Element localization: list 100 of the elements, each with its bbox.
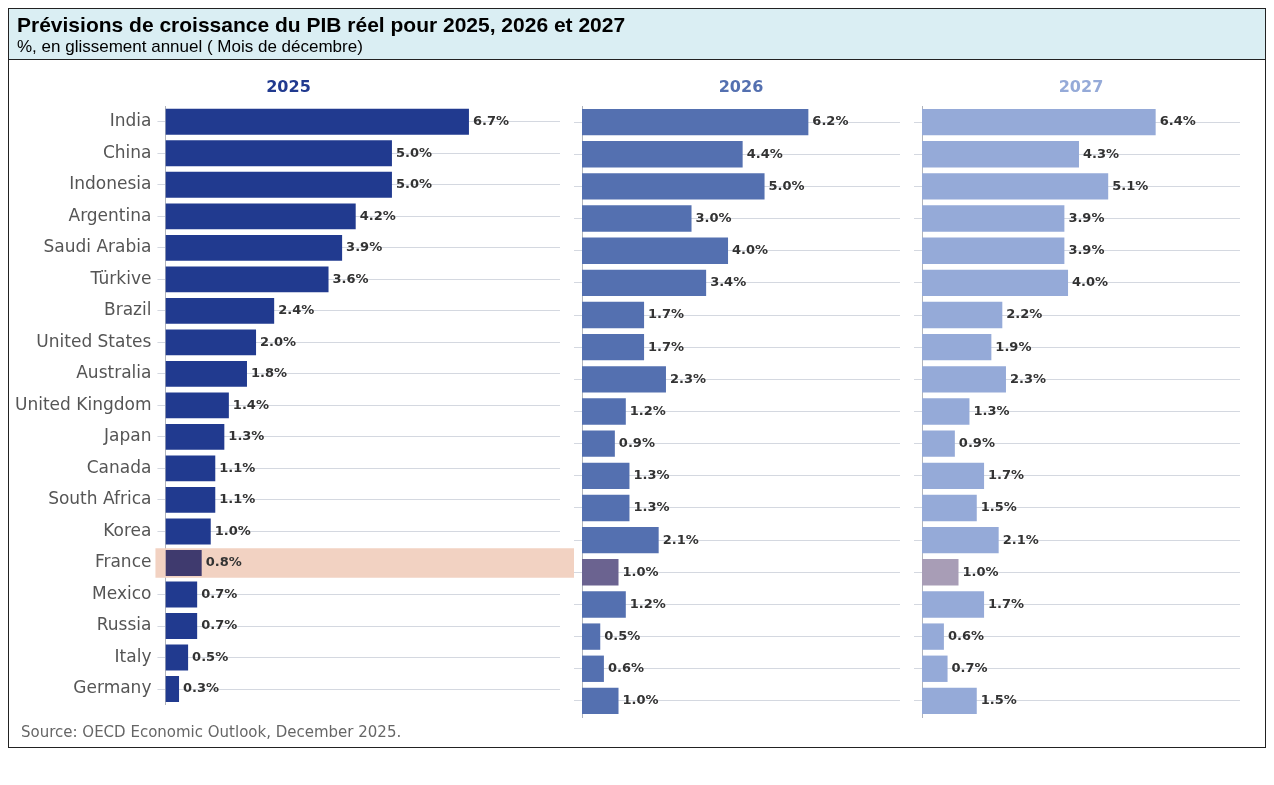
bar xyxy=(165,487,216,513)
data-label: 4.0% xyxy=(1072,274,1109,290)
bar xyxy=(922,559,959,586)
data-label: 6.7% xyxy=(472,113,510,129)
y-tick-label: Russia xyxy=(96,614,152,635)
data-label: 1.5% xyxy=(980,499,1017,515)
bar xyxy=(165,234,343,261)
bar xyxy=(922,334,992,361)
y-tick-label: China xyxy=(102,141,152,162)
y-tick-label: South Africa xyxy=(48,488,152,509)
bar xyxy=(582,655,604,682)
bar xyxy=(922,591,985,618)
bar xyxy=(582,462,630,489)
data-label: 1.5% xyxy=(980,692,1017,708)
bar xyxy=(165,329,257,356)
bar xyxy=(582,526,659,554)
y-tick-label: France xyxy=(94,551,152,572)
data-label: 0.8% xyxy=(205,554,242,570)
data-label: 1.9% xyxy=(995,338,1032,354)
data-label: 3.0% xyxy=(695,209,732,225)
bar xyxy=(922,205,1065,232)
bar xyxy=(165,140,392,167)
bar xyxy=(922,141,1079,168)
bar xyxy=(582,623,601,650)
bar xyxy=(582,559,619,586)
bar xyxy=(922,237,1065,264)
bar xyxy=(582,591,626,618)
data-label: 3.9% xyxy=(346,239,383,255)
bar xyxy=(582,494,630,522)
bar xyxy=(165,171,392,198)
bar xyxy=(582,430,615,457)
bar xyxy=(582,108,809,136)
bar xyxy=(922,269,1069,297)
y-tick-label: Türkive xyxy=(89,267,152,288)
bar xyxy=(922,398,970,425)
data-label: 1.7% xyxy=(988,467,1025,483)
data-label: 4.0% xyxy=(732,242,769,258)
bar xyxy=(922,366,1006,393)
y-tick-label: Korea xyxy=(103,519,152,540)
data-label: 5.0% xyxy=(395,144,432,160)
series-label: 2027 xyxy=(1058,77,1104,97)
y-tick-label: Germany xyxy=(73,677,152,698)
data-label: 4.2% xyxy=(359,207,396,223)
data-label: 1.2% xyxy=(629,595,666,611)
bar xyxy=(165,581,198,608)
bar xyxy=(165,392,229,419)
data-label: 1.3% xyxy=(973,402,1010,418)
data-label: 2.4% xyxy=(278,302,315,318)
data-label: 5.0% xyxy=(395,176,432,192)
data-label: 1.0% xyxy=(214,522,251,538)
y-tick-label: Mexico xyxy=(92,582,152,603)
bar xyxy=(165,203,356,230)
chart-subtitle: %, en glissement annuel ( Mois de décembre) xyxy=(17,37,364,57)
bar xyxy=(165,613,198,639)
data-label: 1.1% xyxy=(219,491,256,507)
data-label: 5.0% xyxy=(768,177,805,193)
data-label: 2.3% xyxy=(669,370,707,386)
data-label: 1.1% xyxy=(219,459,256,475)
bar xyxy=(922,623,944,650)
bar xyxy=(582,237,729,264)
data-label: 0.5% xyxy=(604,627,641,643)
series-label: 2026 xyxy=(718,77,764,97)
bar xyxy=(165,297,275,324)
y-tick-label: Argentina xyxy=(68,204,152,225)
bar xyxy=(922,526,999,554)
bar xyxy=(165,455,216,482)
data-label: 2.1% xyxy=(662,531,699,547)
data-label: 0.6% xyxy=(607,660,644,676)
y-tick-label: India xyxy=(109,110,152,131)
data-label: 4.3% xyxy=(1082,145,1120,161)
data-label: 1.0% xyxy=(622,563,659,579)
bar xyxy=(922,430,955,457)
bar xyxy=(922,173,1109,200)
data-label: 1.0% xyxy=(962,563,999,579)
y-tick-label: Canada xyxy=(86,456,152,477)
data-label: 1.3% xyxy=(633,499,670,515)
data-label: 2.3% xyxy=(1009,370,1047,386)
data-label: 1.7% xyxy=(648,338,685,354)
y-tick-label: Italy xyxy=(114,645,152,666)
data-label: 5.1% xyxy=(1112,177,1149,193)
data-label: 0.7% xyxy=(201,617,238,633)
bar xyxy=(582,141,743,168)
chart-title: Prévisions de croissance du PIB réel pour 2025, 2026 et 2027 xyxy=(17,13,627,37)
bar xyxy=(165,518,211,545)
bar xyxy=(165,676,180,702)
y-tick-label: United Kingdom xyxy=(15,393,152,414)
data-label: 1.2% xyxy=(629,402,666,418)
data-label: 1.3% xyxy=(633,467,670,483)
data-label: 1.7% xyxy=(648,306,685,322)
bar xyxy=(165,266,329,293)
data-label: 2.0% xyxy=(260,333,297,349)
y-tick-label: Indonesia xyxy=(69,173,152,194)
bar xyxy=(922,687,977,715)
y-tick-label: United States xyxy=(36,330,152,351)
data-label: 4.4% xyxy=(746,145,783,161)
series-label: 2025 xyxy=(266,77,311,97)
data-label: 1.3% xyxy=(228,428,265,444)
data-label: 0.9% xyxy=(958,435,995,451)
bar xyxy=(165,360,247,387)
data-label: 0.7% xyxy=(201,585,238,601)
